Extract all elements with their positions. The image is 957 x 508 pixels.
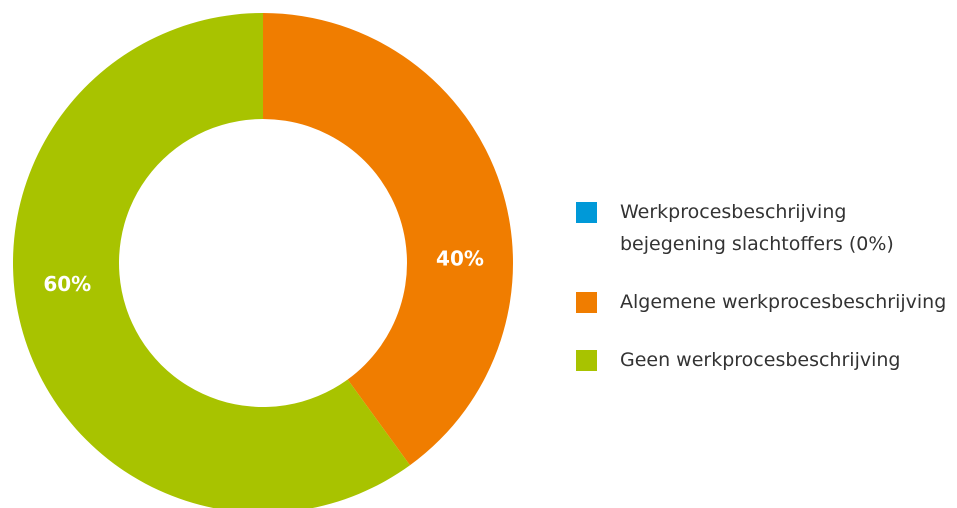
legend-swatch [576,350,597,371]
legend: Werkprocesbeschrijving bejegening slacht… [576,196,955,376]
legend-item: Geen werkprocesbeschrijving [576,344,955,376]
legend-label: Geen werkprocesbeschrijving [620,349,901,371]
legend-item: Algemene werkprocesbeschrijving [576,286,955,318]
legend-swatch [576,292,597,313]
data-label: 40% [436,247,484,271]
slice [263,13,514,466]
legend-item: Werkprocesbeschrijving bejegening slacht… [576,196,955,260]
slice [12,13,410,508]
legend-swatch [576,202,597,223]
data-label: 60% [43,272,91,296]
legend-label: Werkprocesbeschrijving bejegening slacht… [620,201,894,255]
legend-label: Algemene werkprocesbeschrijving [620,291,947,313]
